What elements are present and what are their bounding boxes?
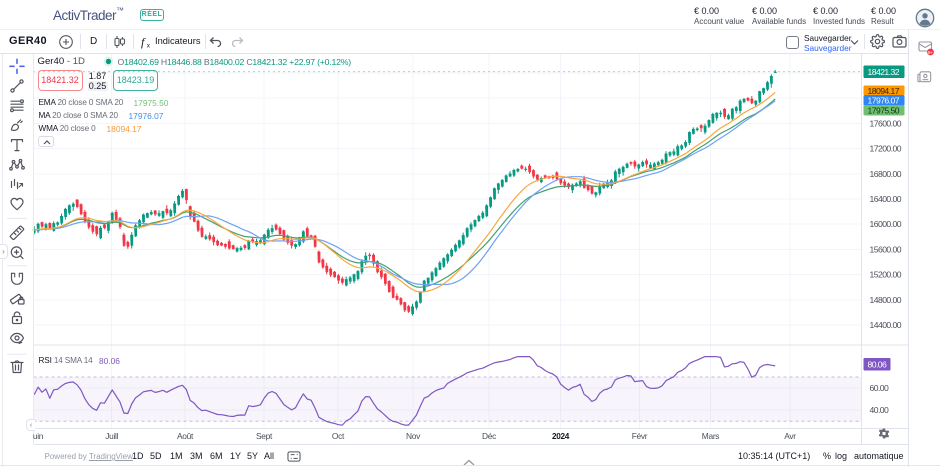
svg-text:15600.00: 15600.00: [870, 244, 902, 254]
svg-text:Sept: Sept: [256, 431, 273, 441]
svg-text:17600.00: 17600.00: [870, 118, 902, 128]
svg-text:Févr: Févr: [632, 431, 648, 441]
svg-text:Oct: Oct: [332, 431, 345, 441]
svg-text:Déc: Déc: [482, 431, 496, 441]
svg-text:18094.17: 18094.17: [868, 86, 900, 96]
svg-text:16400.00: 16400.00: [870, 194, 902, 204]
svg-text:Juill: Juill: [105, 431, 118, 441]
svg-text:2024: 2024: [552, 432, 570, 441]
svg-text:17200.00: 17200.00: [870, 144, 902, 154]
svg-text:uin: uin: [33, 431, 44, 441]
svg-text:9+: 9+: [928, 50, 934, 55]
svg-text:16000.00: 16000.00: [870, 219, 902, 229]
svg-text:14400.00: 14400.00: [870, 320, 902, 330]
svg-text:Mars: Mars: [702, 431, 720, 441]
svg-text:Août: Août: [177, 431, 194, 441]
svg-text:16800.00: 16800.00: [870, 169, 902, 179]
svg-text:17976.07: 17976.07: [868, 96, 900, 106]
svg-text:80.06: 80.06: [868, 359, 888, 369]
svg-text:40.00: 40.00: [870, 405, 890, 415]
svg-text:17975.50: 17975.50: [868, 105, 900, 115]
svg-text:18421.32: 18421.32: [868, 67, 900, 77]
svg-text:f: f: [141, 35, 146, 49]
svg-text:14800.00: 14800.00: [870, 295, 902, 305]
svg-text:x: x: [147, 43, 151, 50]
svg-text:60.00: 60.00: [870, 383, 890, 393]
svg-text:Avr: Avr: [784, 431, 796, 441]
svg-text:15200.00: 15200.00: [870, 270, 902, 280]
svg-text:Nov: Nov: [406, 431, 421, 441]
